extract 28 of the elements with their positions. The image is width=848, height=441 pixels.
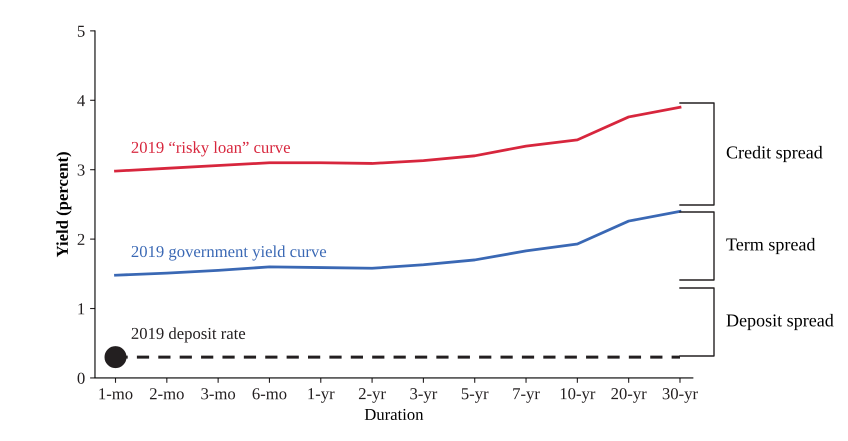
y-tick-label: 5	[78, 26, 85, 37]
series-label: 2019 government yield curve	[132, 245, 326, 261]
y-tick-label: 3	[78, 164, 85, 176]
x-tick-label: 10-yr	[560, 388, 596, 403]
y-tick-label: 2	[78, 234, 84, 245]
text: Credit spread	[726, 146, 823, 162]
x-tick-label: 3-yr	[410, 388, 438, 403]
x-axis-title: Duration	[364, 408, 424, 420]
x-tick-label: 2-mo	[150, 388, 184, 400]
x-tick-label: 30-yr	[662, 388, 698, 403]
x-tick-label: 6-mo	[252, 388, 286, 400]
x-tick-label: 1-yr	[308, 388, 335, 403]
x-tick-label: 5-yr	[462, 388, 488, 403]
x-tick-label: 3-mo	[201, 388, 236, 400]
y-tick-label: 1	[78, 303, 84, 314]
x-tick-label: 2-yr	[358, 388, 386, 403]
text: Term spread	[726, 238, 816, 254]
series-label: 2019 deposit rate	[132, 327, 246, 342]
x-tick-label: 7-yr	[513, 388, 540, 403]
y-tick-label: 0	[78, 372, 85, 384]
y-tick-label: 4	[77, 95, 85, 106]
y-axis-title: Yield (percent)	[56, 152, 72, 258]
text: Deposit spread	[726, 314, 834, 330]
line-series	[114, 106, 682, 172]
x-tick-label: 20-yr	[611, 388, 647, 403]
line-series	[114, 210, 682, 277]
x-tick-label: 1-mo	[99, 388, 132, 400]
series-label: 2019 “risky loan” curve	[132, 141, 290, 156]
